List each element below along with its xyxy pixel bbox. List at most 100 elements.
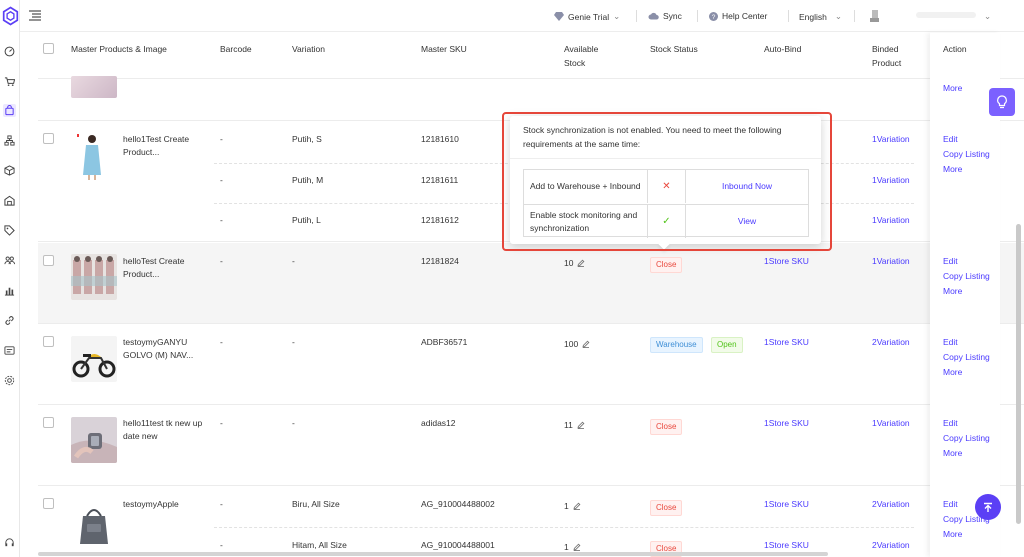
binded-product-link[interactable]: 1Variation xyxy=(872,134,910,144)
product-thumbnail xyxy=(71,417,117,463)
table-header: Master Products & Image Barcode Variatio… xyxy=(38,33,1024,79)
edit-link[interactable]: Edit xyxy=(943,337,958,347)
copy-listing-link[interactable]: Copy Listing xyxy=(943,433,990,443)
row-checkbox[interactable] xyxy=(43,498,54,509)
more-link[interactable]: More xyxy=(943,448,963,458)
horizontal-scrollbar[interactable] xyxy=(38,552,828,556)
col-auto-bind: Auto-Bind xyxy=(764,44,802,54)
master-sku-value: 12181824 xyxy=(421,256,459,266)
products-icon[interactable] xyxy=(3,104,16,117)
edit-link[interactable]: Edit xyxy=(943,256,958,266)
binded-product-link[interactable]: 2Variation xyxy=(872,499,910,509)
binded-product-link[interactable]: 1Variation xyxy=(872,256,910,266)
status-badge-close[interactable]: Close xyxy=(650,419,683,435)
product-thumbnail xyxy=(71,336,117,382)
copy-listing-link[interactable]: Copy Listing xyxy=(943,352,990,362)
edit-stock-icon[interactable] xyxy=(577,259,585,267)
variation-value: - xyxy=(292,337,295,347)
product-name[interactable]: helloTest Create Product... xyxy=(123,256,185,279)
more-link[interactable]: More xyxy=(943,529,963,539)
product-name[interactable]: hello11test tk new up date new xyxy=(123,418,203,441)
variation-value: Putih, L xyxy=(292,215,321,225)
edit-link[interactable]: Edit xyxy=(943,134,958,144)
status-badge-warehouse[interactable]: Warehouse xyxy=(650,337,703,353)
product-name[interactable]: testoymyGANYU GOLVO (M) NAV... xyxy=(123,337,194,360)
product-name[interactable]: testoymyApple xyxy=(123,499,179,509)
master-sku-value: 12181611 xyxy=(421,175,459,185)
more-link[interactable]: More xyxy=(943,83,963,93)
genie-trial-menu[interactable]: Genie Trial ⌄ xyxy=(554,11,620,22)
edit-link[interactable]: Edit xyxy=(943,499,958,509)
col-master-sku: Master SKU xyxy=(421,44,467,54)
category-icon[interactable] xyxy=(3,134,16,147)
available-stock: 1 xyxy=(564,541,581,554)
row-checkbox[interactable] xyxy=(43,336,54,347)
binded-product-link[interactable]: 2Variation xyxy=(872,337,910,347)
barcode-value: - xyxy=(220,215,223,225)
row-checkbox[interactable] xyxy=(43,417,54,428)
auto-bind-link[interactable]: 1Store SKU xyxy=(764,418,809,428)
available-stock: 10 xyxy=(564,257,585,270)
account-name-redacted[interactable] xyxy=(916,12,976,18)
warehouse-icon[interactable] xyxy=(3,194,16,207)
copy-listing-link[interactable]: Copy Listing xyxy=(943,149,990,159)
edit-stock-icon[interactable] xyxy=(573,543,581,551)
available-stock: 100 xyxy=(564,338,590,351)
more-link[interactable]: More xyxy=(943,286,963,296)
settings-icon[interactable] xyxy=(3,374,16,387)
status-badge-close[interactable]: Close xyxy=(650,500,683,516)
package-icon[interactable] xyxy=(3,164,16,177)
binded-product-link[interactable]: 2Variation xyxy=(872,540,910,550)
account-chevron-icon[interactable]: ⌄ xyxy=(984,11,992,21)
headset-icon[interactable] xyxy=(3,536,16,549)
language-select[interactable]: English ⌄ xyxy=(799,11,842,22)
app-logo[interactable] xyxy=(2,6,19,26)
row-checkbox[interactable] xyxy=(43,255,54,266)
binded-product-link[interactable]: 1Variation xyxy=(872,215,910,225)
menu-toggle-icon[interactable] xyxy=(29,10,41,21)
master-sku-value: AG_910004488001 xyxy=(421,540,495,550)
dashboard-icon[interactable] xyxy=(3,45,16,58)
master-sku-value: ADBF36571 xyxy=(421,337,468,347)
reports-icon[interactable] xyxy=(3,284,16,297)
select-all-checkbox[interactable] xyxy=(43,43,54,54)
copy-listing-link[interactable]: Copy Listing xyxy=(943,271,990,281)
chevron-down-icon: ⌄ xyxy=(834,11,843,21)
back-to-top-button[interactable] xyxy=(975,494,1001,520)
tag-icon[interactable] xyxy=(3,224,16,237)
auto-bind-link[interactable]: 1Store SKU xyxy=(764,540,809,550)
sync-label: Sync xyxy=(663,11,682,21)
barcode-value: - xyxy=(220,134,223,144)
tips-button[interactable] xyxy=(989,88,1015,116)
vertical-scrollbar[interactable] xyxy=(1016,224,1021,524)
more-link[interactable]: More xyxy=(943,367,963,377)
cart-icon[interactable] xyxy=(3,75,16,88)
binded-product-link[interactable]: 1Variation xyxy=(872,418,910,428)
auto-bind-link[interactable]: 1Store SKU xyxy=(764,256,809,266)
master-sku-value: adidas12 xyxy=(421,418,456,428)
edit-link[interactable]: Edit xyxy=(943,418,958,428)
row-checkbox[interactable] xyxy=(43,133,54,144)
link-icon[interactable] xyxy=(3,314,16,327)
status-badge-close[interactable]: Close xyxy=(650,257,683,273)
help-center-link[interactable]: ? Help Center xyxy=(709,11,767,21)
product-name[interactable]: hello1Test Create Product... xyxy=(123,134,190,157)
status-badge-open[interactable]: Open xyxy=(711,337,743,353)
copy-listing-link[interactable]: Copy Listing xyxy=(943,514,990,524)
edit-stock-icon[interactable] xyxy=(582,340,590,348)
highlight-outline xyxy=(502,112,832,251)
stock-value: 10 xyxy=(564,258,574,268)
user-avatar-icon[interactable] xyxy=(870,10,879,22)
users-icon[interactable] xyxy=(3,254,16,267)
messages-icon[interactable] xyxy=(3,344,16,357)
auto-bind-link[interactable]: 1Store SKU xyxy=(764,499,809,509)
edit-stock-icon[interactable] xyxy=(573,502,581,510)
edit-stock-icon[interactable] xyxy=(577,421,585,429)
sync-button[interactable]: Sync xyxy=(648,11,682,21)
view-link[interactable]: View xyxy=(685,205,808,238)
product-thumbnail xyxy=(71,76,117,98)
binded-product-link[interactable]: 1Variation xyxy=(872,175,910,185)
more-link[interactable]: More xyxy=(943,164,963,174)
auto-bind-link[interactable]: 1Store SKU xyxy=(764,337,809,347)
inbound-now-link[interactable]: Inbound Now xyxy=(685,170,808,203)
